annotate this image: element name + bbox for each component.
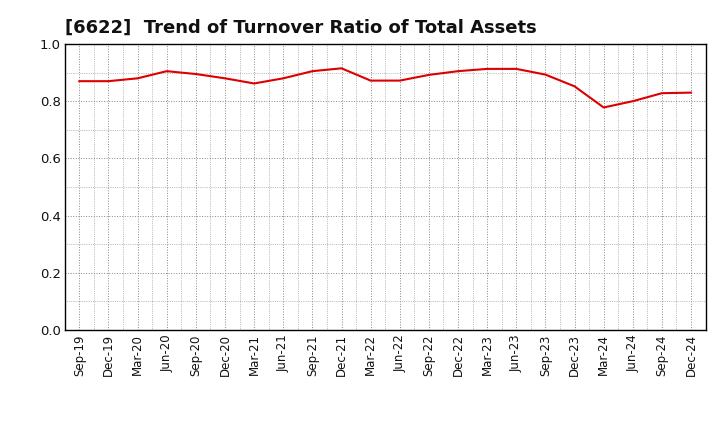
Text: [6622]  Trend of Turnover Ratio of Total Assets: [6622] Trend of Turnover Ratio of Total … <box>65 19 536 37</box>
